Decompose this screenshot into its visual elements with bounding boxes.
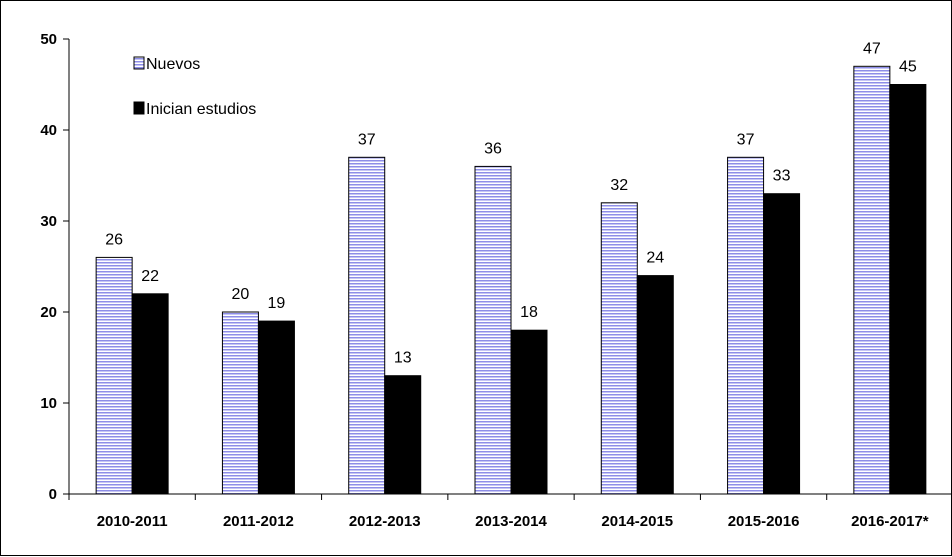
- bar-inician-estudios: [384, 375, 422, 495]
- legend-label-inician-estudios: Inician estudios: [146, 101, 256, 118]
- data-label-nuevos: 47: [863, 40, 881, 57]
- x-tick-label: 2015-2016: [728, 513, 800, 530]
- data-label-inician-estudios: 33: [773, 168, 791, 185]
- x-tick-label: 2010-2011: [97, 513, 168, 530]
- bar-nuevos: [600, 202, 638, 495]
- x-tick-label: 2014-2015: [601, 513, 673, 530]
- bars: [95, 65, 927, 495]
- bar-inician-estudios: [257, 320, 295, 495]
- legend-swatch-nuevos: [133, 56, 145, 70]
- y-tick-label: 20: [40, 304, 57, 321]
- bar-nuevos: [95, 256, 133, 495]
- bar-nuevos: [348, 156, 386, 495]
- x-tick-label: 2011-2012: [223, 513, 294, 530]
- data-label-nuevos: 26: [105, 231, 123, 248]
- data-label-inician-estudios: 13: [394, 350, 412, 367]
- data-labels: 26 22 20 19 37 13 36 18 32 24 37 33 47 45: [105, 40, 917, 366]
- bar-inician-estudios: [510, 329, 548, 495]
- data-label-nuevos: 32: [610, 177, 628, 194]
- legend-swatch-inician-estudios: [133, 101, 145, 115]
- bar-inician-estudios: [889, 84, 927, 495]
- y-tick-label: 0: [49, 486, 57, 503]
- y-tick-label: 10: [40, 395, 57, 412]
- bar-inician-estudios: [763, 193, 801, 495]
- y-tick-label: 30: [40, 213, 57, 230]
- legend-label-nuevos: Nuevos: [146, 56, 200, 73]
- y-tick-label: 50: [40, 31, 57, 48]
- data-label-inician-estudios: 18: [520, 304, 538, 321]
- data-label-inician-estudios: 19: [268, 295, 286, 312]
- data-label-inician-estudios: 22: [141, 268, 159, 285]
- bar-inician-estudios: [636, 275, 674, 495]
- y-tick-label: 40: [40, 122, 57, 139]
- bar-nuevos: [474, 165, 512, 495]
- data-label-inician-estudios: 24: [646, 250, 664, 267]
- data-label-inician-estudios: 45: [899, 59, 917, 76]
- x-tick-label: 2012-2013: [349, 513, 421, 530]
- bar-nuevos: [221, 311, 259, 495]
- x-tick-label: 2013-2014: [475, 513, 547, 530]
- data-label-nuevos: 37: [358, 131, 376, 148]
- data-label-nuevos: 37: [737, 131, 755, 148]
- x-tick-label: 2016-2017*: [851, 513, 929, 530]
- axes: 0 10 20 30 40 50 2010-2011 2011-2012 2012-2013 20…: [40, 31, 952, 530]
- bar-nuevos: [853, 65, 891, 495]
- legend: Nuevos Inician estudios: [133, 56, 256, 118]
- data-label-nuevos: 36: [484, 140, 502, 157]
- bar-nuevos: [727, 156, 765, 495]
- data-label-nuevos: 20: [232, 286, 250, 303]
- bar-inician-estudios: [131, 293, 169, 495]
